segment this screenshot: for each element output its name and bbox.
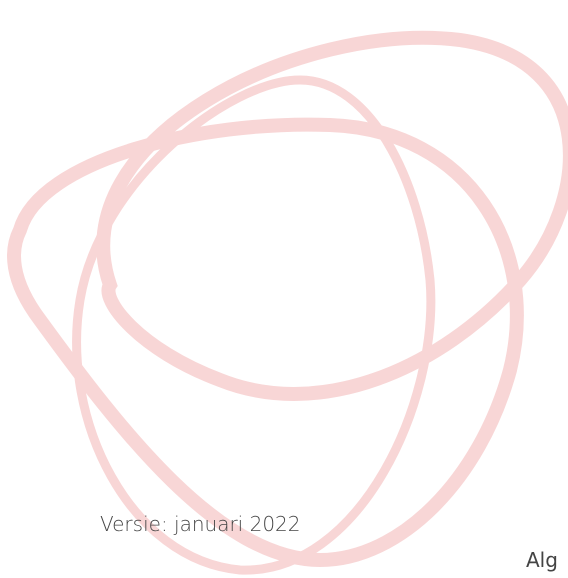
loop [72,75,436,575]
loop [96,30,568,401]
cut-off-text: Alg [526,548,558,572]
version-text: Versie: januari 2022 [100,512,301,536]
